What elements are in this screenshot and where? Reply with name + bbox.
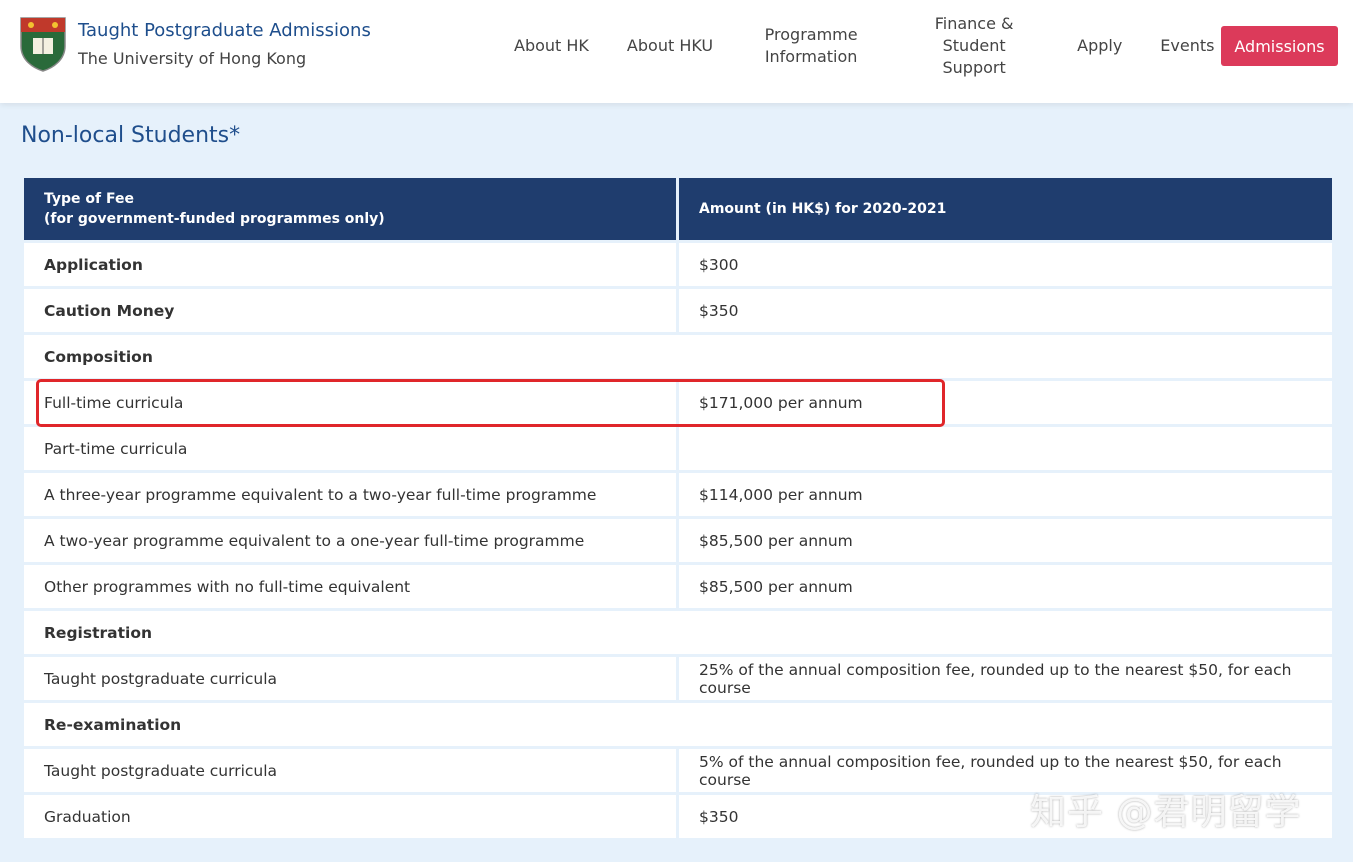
fee-amount: 5% of the annual composition fee, rounde… xyxy=(679,749,1332,792)
table-row: Application $300 xyxy=(24,243,1332,286)
fee-amount xyxy=(679,427,1332,470)
logo[interactable] xyxy=(19,16,67,72)
site-subtitle: The University of Hong Kong xyxy=(78,49,307,68)
fee-amount: $350 xyxy=(679,795,1332,838)
fee-type: Full-time curricula xyxy=(24,381,676,424)
fee-amount: $350 xyxy=(679,289,1332,332)
nav-item[interactable]: About HK xyxy=(514,36,589,55)
table-row: Taught postgraduate curricula 25% of the … xyxy=(24,657,1332,700)
nav-item[interactable]: Programme Information xyxy=(764,25,858,66)
fee-type: Part-time curricula xyxy=(24,427,676,470)
fee-type: A two-year programme equivalent to a one… xyxy=(24,519,676,562)
table-row: Other programmes with no full-time equiv… xyxy=(24,565,1332,608)
table-row: Registration xyxy=(24,611,1332,654)
fee-amount: $114,000 per annum xyxy=(679,473,1332,516)
admissions-button[interactable]: Admissions xyxy=(1221,26,1338,66)
table-row: Caution Money $350 xyxy=(24,289,1332,332)
fee-type: Caution Money xyxy=(24,289,676,332)
fee-type: Registration xyxy=(24,611,1332,654)
table-row: Composition xyxy=(24,335,1332,378)
table-row: Taught postgraduate curricula 5% of the a… xyxy=(24,749,1332,792)
table-row: Re-examination xyxy=(24,703,1332,746)
header-row: Type of Fee (for government-funded progra… xyxy=(24,178,1332,240)
site-title[interactable]: Taught Postgraduate Admissions xyxy=(78,20,371,41)
table-row: Part-time curricula xyxy=(24,427,1332,470)
column-header: Amount (in HK$) for 2020-2021 xyxy=(679,178,1332,240)
fee-type: A three-year programme equivalent to a t… xyxy=(24,473,676,516)
section-title: Non-local Students* xyxy=(21,123,241,148)
header: Taught Postgraduate Admissions The Unive… xyxy=(0,0,1353,103)
table-row: A two-year programme equivalent to a one… xyxy=(24,519,1332,562)
fee-type: Application xyxy=(24,243,676,286)
fee-type: Composition xyxy=(24,335,1332,378)
fee-type: Graduation xyxy=(24,795,676,838)
fee-type: Re-examination xyxy=(24,703,1332,746)
nav-item[interactable]: Events xyxy=(1160,36,1215,55)
nav: About HK About HKU Programme Information Fi… xyxy=(495,0,1233,92)
table-row: Graduation $350 xyxy=(24,795,1332,838)
fee-amount: $85,500 per annum xyxy=(679,519,1332,562)
fee-amount: $171,000 per annum xyxy=(679,381,1332,424)
column-note: (for government-funded programmes only) xyxy=(44,211,385,227)
fee-type: Taught postgraduate curricula xyxy=(24,657,676,700)
nav-item[interactable]: Finance & Student Support xyxy=(934,14,1014,77)
nav-item[interactable]: About HKU xyxy=(626,36,714,55)
fee-amount: 25% of the annual composition fee, round… xyxy=(679,657,1332,700)
fee-type: Other programmes with no full-time equiv… xyxy=(24,565,676,608)
watermark: 知乎 @君明留学 xyxy=(1030,792,1302,833)
column-title: Type of Fee xyxy=(44,191,134,207)
fee-amount: $85,500 per annum xyxy=(679,565,1332,608)
fee-amount: $300 xyxy=(679,243,1332,286)
column-header: Type of Fee (for government-funded progra… xyxy=(24,178,676,240)
fee-table: Type of Fee (for government-funded progra… xyxy=(21,175,1335,841)
table-row: Full-time curricula $171,000 per annum xyxy=(24,381,1332,424)
fee-type: Taught postgraduate curricula xyxy=(24,749,676,792)
table-row: A three-year programme equivalent to a t… xyxy=(24,473,1332,516)
nav-item[interactable]: Apply xyxy=(1077,36,1123,55)
